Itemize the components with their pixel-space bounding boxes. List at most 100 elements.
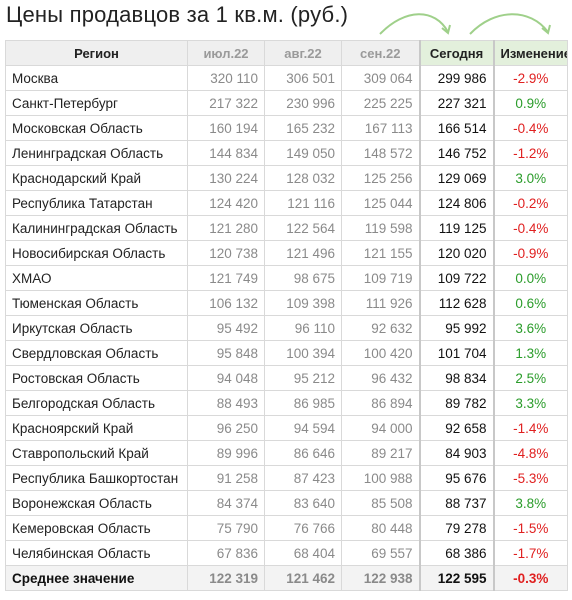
sep-price-cell: 121 155 (342, 241, 420, 266)
jul-price-cell: 95 848 (188, 341, 265, 366)
table-row[interactable]: Красноярский Край 96 250 94 594 94 000 92 65… (6, 416, 568, 441)
change-cell: -2.9% (494, 66, 568, 91)
table-row[interactable]: Московская Область 160 194 165 232 167 113 1… (6, 116, 568, 141)
sep-price-cell: 92 632 (342, 316, 420, 341)
jul-price-cell: 89 996 (188, 441, 265, 466)
sep-price-cell: 69 557 (342, 541, 420, 566)
today-price-cell: 124 806 (420, 191, 494, 216)
sep-price-cell: 80 448 (342, 516, 420, 541)
column-header-region[interactable]: Регион (6, 41, 188, 66)
today-price-cell: 166 514 (420, 116, 494, 141)
change-cell: 0.9% (494, 91, 568, 116)
change-cell: -4.8% (494, 441, 568, 466)
today-price-cell: 119 125 (420, 216, 494, 241)
jul-price-cell: 130 224 (188, 166, 265, 191)
jul-price-cell: 95 492 (188, 316, 265, 341)
change-cell: 0.6% (494, 291, 568, 316)
today-price-cell: 227 321 (420, 91, 494, 116)
table-row[interactable]: Москва 320 110 306 501 309 064 299 986 -2.9% (6, 66, 568, 91)
jul-price-cell: 67 836 (188, 541, 265, 566)
today-price-cell: 146 752 (420, 141, 494, 166)
table-row[interactable]: Краснодарский Край 130 224 128 032 125 256 1… (6, 166, 568, 191)
table-row[interactable]: Воронежская Область 84 374 83 640 85 508 88 … (6, 491, 568, 516)
jul-price-cell: 122 319 (188, 566, 265, 591)
average-row[interactable]: Среднее значение 122 319 121 462 122 938 122… (6, 566, 568, 591)
table-row[interactable]: Тюменская Область 106 132 109 398 111 926 11… (6, 291, 568, 316)
today-price-cell: 101 704 (420, 341, 494, 366)
region-cell: Воронежская Область (6, 491, 188, 516)
jul-price-cell: 94 048 (188, 366, 265, 391)
sep-price-cell: 94 000 (342, 416, 420, 441)
change-cell: -0.4% (494, 216, 568, 241)
jul-price-cell: 120 738 (188, 241, 265, 266)
column-header-aug[interactable]: авг.22 (265, 41, 342, 66)
sep-price-cell: 85 508 (342, 491, 420, 516)
table-row[interactable]: Челябинская Область 67 836 68 404 69 557 68 … (6, 541, 568, 566)
sep-price-cell: 125 256 (342, 166, 420, 191)
sep-price-cell: 111 926 (342, 291, 420, 316)
column-header-jul[interactable]: июл.22 (188, 41, 265, 66)
today-price-cell: 95 992 (420, 316, 494, 341)
aug-price-cell: 121 496 (265, 241, 342, 266)
table-row[interactable]: Новосибирская Область 120 738 121 496 121 1… (6, 241, 568, 266)
region-cell: Свердловская Область (6, 341, 188, 366)
jul-price-cell: 320 110 (188, 66, 265, 91)
column-header-change[interactable]: Изменение (494, 41, 568, 66)
column-header-today[interactable]: Сегодня (420, 41, 494, 66)
region-cell: Республика Башкортостан (6, 466, 188, 491)
jul-price-cell: 124 420 (188, 191, 265, 216)
region-cell: Краснодарский Край (6, 166, 188, 191)
today-price-cell: 120 020 (420, 241, 494, 266)
today-price-cell: 98 834 (420, 366, 494, 391)
region-cell: Тюменская Область (6, 291, 188, 316)
change-cell: -1.4% (494, 416, 568, 441)
table-row[interactable]: Республика Татарстан 124 420 121 116 125 04… (6, 191, 568, 216)
column-header-sep[interactable]: сен.22 (342, 41, 420, 66)
today-price-cell: 68 386 (420, 541, 494, 566)
change-cell: -0.2% (494, 191, 568, 216)
region-cell: Иркутская Область (6, 316, 188, 341)
table-row[interactable]: Белгородская Область 88 493 86 985 86 894 89… (6, 391, 568, 416)
jul-price-cell: 75 790 (188, 516, 265, 541)
trend-arrows-icon (370, 6, 570, 42)
aug-price-cell: 86 985 (265, 391, 342, 416)
jul-price-cell: 217 322 (188, 91, 265, 116)
aug-price-cell: 109 398 (265, 291, 342, 316)
region-cell: Кемеровская Область (6, 516, 188, 541)
table-row[interactable]: Санкт-Петербург 217 322 230 996 225 225 227 … (6, 91, 568, 116)
today-price-cell: 88 737 (420, 491, 494, 516)
table-row[interactable]: Республика Башкортостан 91 258 87 423 100 9… (6, 466, 568, 491)
aug-price-cell: 165 232 (265, 116, 342, 141)
region-cell: Среднее значение (6, 566, 188, 591)
sep-price-cell: 109 719 (342, 266, 420, 291)
table-row[interactable]: ХМАО 121 749 98 675 109 719 109 722 0.0% (6, 266, 568, 291)
sep-price-cell: 225 225 (342, 91, 420, 116)
aug-price-cell: 122 564 (265, 216, 342, 241)
region-cell: Ростовская Область (6, 366, 188, 391)
change-cell: 3.6% (494, 316, 568, 341)
table-row[interactable]: Свердловская Область 95 848 100 394 100 420… (6, 341, 568, 366)
table-row[interactable]: Иркутская Область 95 492 96 110 92 632 95 99… (6, 316, 568, 341)
jul-price-cell: 106 132 (188, 291, 265, 316)
region-cell: ХМАО (6, 266, 188, 291)
change-cell: -0.3% (494, 566, 568, 591)
region-cell: Москва (6, 66, 188, 91)
table-row[interactable]: Ставропольский Край 89 996 86 646 89 217 84 … (6, 441, 568, 466)
aug-price-cell: 94 594 (265, 416, 342, 441)
change-cell: 0.0% (494, 266, 568, 291)
change-cell: -1.5% (494, 516, 568, 541)
change-cell: 1.3% (494, 341, 568, 366)
jul-price-cell: 121 749 (188, 266, 265, 291)
table-row[interactable]: Калининградская Область 121 280 122 564 119… (6, 216, 568, 241)
sep-price-cell: 86 894 (342, 391, 420, 416)
sep-price-cell: 96 432 (342, 366, 420, 391)
change-cell: 2.5% (494, 366, 568, 391)
table-row[interactable]: Ростовская Область 94 048 95 212 96 432 98 8… (6, 366, 568, 391)
sep-price-cell: 148 572 (342, 141, 420, 166)
table-row[interactable]: Ленинградская Область 144 834 149 050 148 5… (6, 141, 568, 166)
sep-price-cell: 125 044 (342, 191, 420, 216)
change-cell: -0.4% (494, 116, 568, 141)
jul-price-cell: 160 194 (188, 116, 265, 141)
prices-table: Регион июл.22 авг.22 сен.22 Сегодня Изме… (5, 40, 568, 591)
table-row[interactable]: Кемеровская Область 75 790 76 766 80 448 79 … (6, 516, 568, 541)
